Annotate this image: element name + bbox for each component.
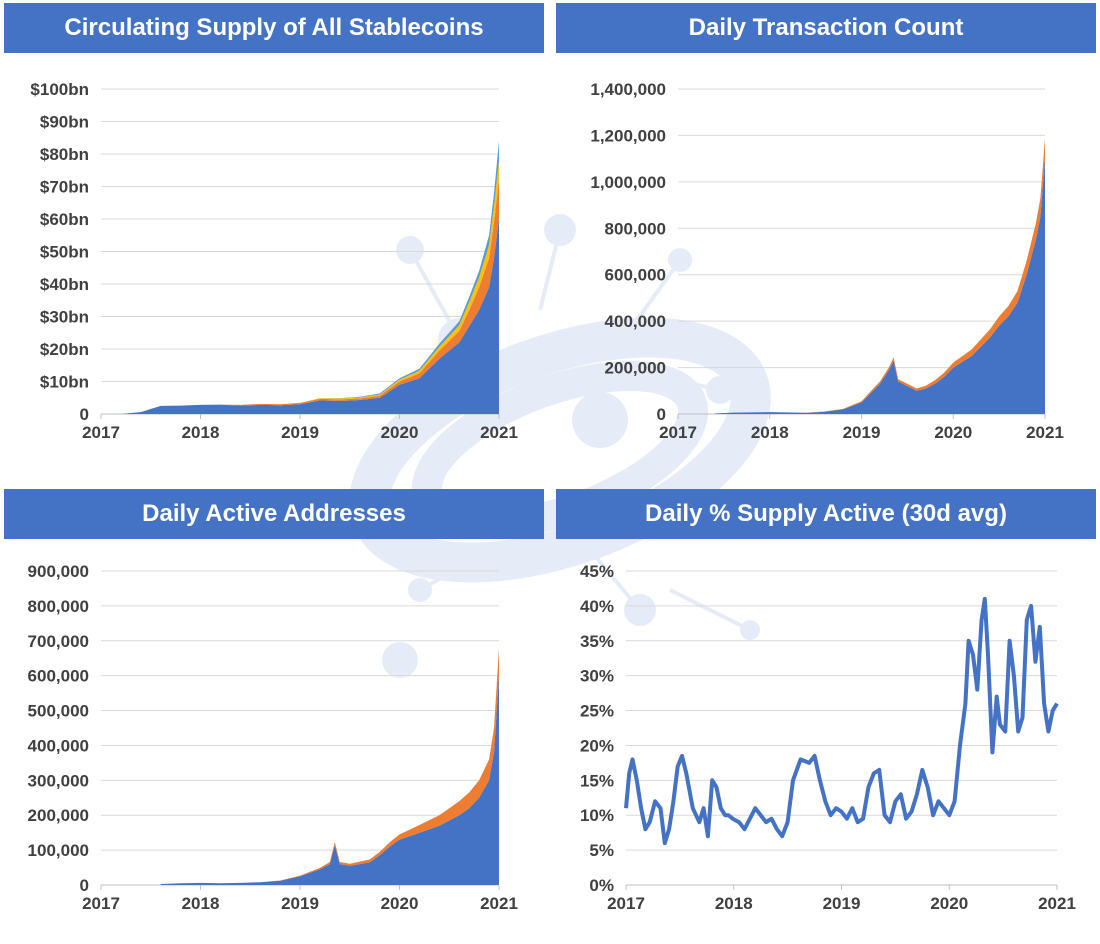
y-tick-label: 800,000 — [28, 597, 89, 616]
y-tick-label: 1,400,000 — [590, 80, 666, 99]
x-tick-label: 2020 — [381, 423, 419, 442]
y-tick-label: 20% — [580, 736, 614, 755]
y-tick-label: 0% — [589, 876, 614, 895]
y-tick-label: 0 — [80, 405, 89, 424]
y-tick-label: 45% — [580, 562, 614, 581]
y-tick-label: 35% — [580, 632, 614, 651]
area-series-blue — [160, 675, 499, 885]
pct-chart: 0% 5% 10% 15% 20% 25% 30% 35% 40% 45% 2017 2018 2019… — [580, 562, 1076, 913]
tx-chart-panel: Daily Transaction Count 0 200,000 400,000 6… — [556, 3, 1096, 458]
supply-chart-panel: Circulating Supply of All Stablecoins 0 $… — [4, 3, 544, 458]
tx-chart-title: Daily Transaction Count — [556, 3, 1096, 53]
y-tick-label: 10% — [580, 806, 614, 825]
x-tick-label: 2021 — [480, 894, 518, 913]
x-tick-label: 2019 — [823, 894, 861, 913]
y-tick-label: $20bn — [40, 340, 89, 359]
x-tick-label: 2018 — [182, 423, 220, 442]
supply-chart: 0 $10bn $20bn $30bn $40bn $50bn $60bn $70bn $80b… — [30, 80, 518, 442]
y-tick-label: 100,000 — [28, 841, 89, 860]
y-tick-label: $30bn — [40, 308, 89, 327]
x-tick-label: 2019 — [281, 894, 319, 913]
x-tick-label: 2017 — [82, 423, 120, 442]
pct-chart-panel: Daily % Supply Active (30d avg) 0% 5% 10% 1… — [556, 489, 1096, 944]
x-tick-label: 2020 — [381, 894, 419, 913]
addr-chart-title: Daily Active Addresses — [4, 489, 544, 539]
y-tick-label: 900,000 — [28, 562, 89, 581]
y-tick-label: 15% — [580, 771, 614, 790]
area-series-blue — [120, 219, 500, 414]
y-tick-label: $50bn — [40, 243, 89, 262]
y-tick-label: 600,000 — [28, 667, 89, 686]
x-tick-label: 2017 — [82, 894, 120, 913]
y-tick-label: 700,000 — [28, 632, 89, 651]
y-tick-label: $70bn — [40, 178, 89, 197]
x-tick-label: 2019 — [843, 423, 881, 442]
x-tick-label: 2021 — [1026, 423, 1064, 442]
y-tick-label: $100bn — [30, 80, 89, 99]
y-tick-label: 200,000 — [605, 359, 666, 378]
x-tick-label: 2017 — [607, 894, 645, 913]
y-tick-label: $60bn — [40, 210, 89, 229]
y-tick-label: 5% — [589, 841, 614, 860]
x-tick-label: 2020 — [934, 423, 972, 442]
y-tick-label: $90bn — [40, 113, 89, 132]
y-tick-label: 30% — [580, 667, 614, 686]
addr-chart-panel: Daily Active Addresses 0 100,000 200,000 30… — [4, 489, 544, 944]
x-tick-label: 2018 — [182, 894, 220, 913]
y-tick-label: 40% — [580, 597, 614, 616]
y-tick-label: 0 — [657, 405, 666, 424]
y-tick-label: 400,000 — [605, 312, 666, 331]
y-tick-label: 200,000 — [28, 806, 89, 825]
x-tick-label: 2018 — [715, 894, 753, 913]
y-tick-label: 25% — [580, 702, 614, 721]
y-tick-label: 300,000 — [28, 771, 89, 790]
x-tick-label: 2021 — [480, 423, 518, 442]
y-tick-label: 500,000 — [28, 702, 89, 721]
y-tick-label: $10bn — [40, 373, 89, 392]
y-tick-label: $40bn — [40, 275, 89, 294]
y-tick-label: 600,000 — [605, 266, 666, 285]
addr-chart: 0 100,000 200,000 300,000 400,000 500,000 600,… — [28, 562, 518, 913]
pct-chart-title: Daily % Supply Active (30d avg) — [556, 489, 1096, 539]
tx-chart: 0 200,000 400,000 600,000 800,000 1,000,000 1,… — [590, 80, 1064, 442]
area-series-blue — [714, 158, 1045, 414]
line-series — [624, 596, 1059, 846]
x-tick-label: 2020 — [930, 894, 968, 913]
x-tick-label: 2018 — [751, 423, 789, 442]
y-tick-label: 1,000,000 — [590, 173, 666, 192]
x-tick-label: 2021 — [1038, 894, 1076, 913]
y-tick-label: 1,200,000 — [590, 126, 666, 145]
y-tick-label: 0 — [80, 876, 89, 895]
x-tick-label: 2019 — [281, 423, 319, 442]
supply-chart-title: Circulating Supply of All Stablecoins — [4, 3, 544, 53]
x-tick-label: 2017 — [659, 423, 697, 442]
y-tick-label: $80bn — [40, 145, 89, 164]
y-tick-label: 800,000 — [605, 219, 666, 238]
y-tick-label: 400,000 — [28, 736, 89, 755]
